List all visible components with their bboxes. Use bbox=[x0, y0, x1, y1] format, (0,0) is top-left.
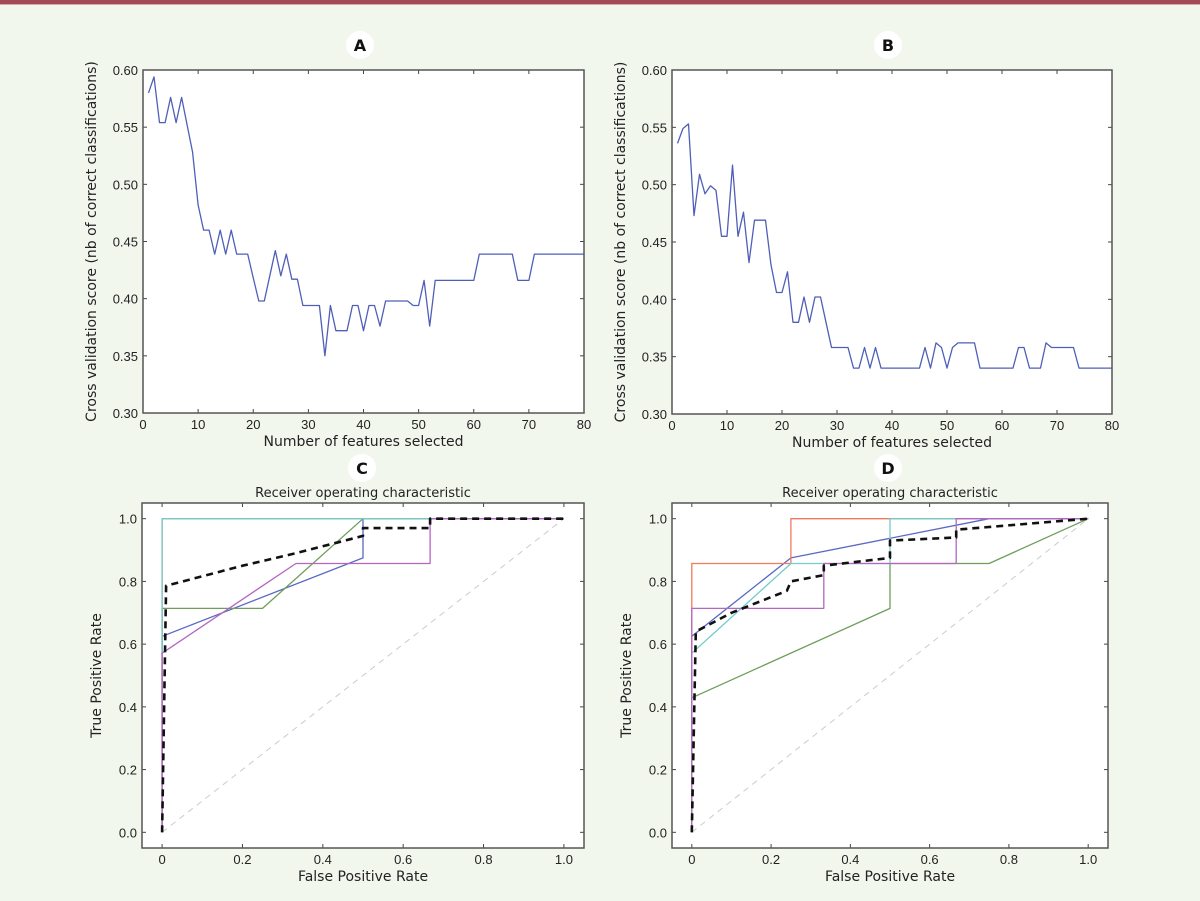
y-tick-label: 0.8 bbox=[649, 574, 667, 589]
x-tick-label: 0.2 bbox=[762, 852, 780, 867]
plot-area bbox=[143, 70, 584, 413]
y-tick-label: 0.6 bbox=[649, 637, 667, 652]
roc-fold-line-5 bbox=[691, 518, 1089, 833]
panel-d: D Receiver operating characteristic 0 0.2 0.… bbox=[619, 454, 1109, 885]
x-tick-label: 50 bbox=[411, 417, 425, 432]
x-axis-label: Number of features selected bbox=[263, 434, 463, 450]
roc-fold-line-1 bbox=[147, 76, 584, 357]
x-tick-label: 40 bbox=[885, 418, 899, 433]
y-tick-label: 0.45 bbox=[113, 235, 138, 250]
plot-area bbox=[672, 70, 1112, 414]
x-tick-label: 0.2 bbox=[233, 852, 251, 867]
x-tick-label: 0.6 bbox=[921, 852, 939, 867]
x-tick-label: 0 bbox=[688, 852, 695, 867]
x-axis-label: Number of features selected bbox=[792, 435, 992, 451]
x-tick-label: 1.0 bbox=[1079, 852, 1097, 867]
y-axis-label: True Positive Rate bbox=[619, 613, 635, 739]
panel-badge bbox=[346, 31, 374, 59]
panel-letter: A bbox=[354, 36, 367, 55]
x-tick-label: 20 bbox=[775, 418, 789, 433]
y-tick-label: 0.60 bbox=[642, 63, 667, 78]
series-group bbox=[690, 517, 1089, 833]
x-tick-label: 0 bbox=[158, 852, 165, 867]
y-tick-label: 0.35 bbox=[642, 350, 667, 365]
panel-b: B 0 10 20 30 40 50 60 70 80 0.30 0.35 0.40 0.45 0.50 0.… bbox=[613, 31, 1119, 451]
chart-title: Receiver operating characteristic bbox=[255, 486, 471, 501]
series-group bbox=[160, 517, 565, 833]
roc-fold-line-1 bbox=[676, 123, 1112, 369]
x-tick-label: 0.8 bbox=[1000, 852, 1018, 867]
x-tick-label: 0 bbox=[139, 417, 146, 432]
plot-frame bbox=[671, 69, 1113, 415]
x-tick-label: 0 bbox=[668, 418, 675, 433]
panel-letter: D bbox=[881, 459, 894, 478]
y-tick-label: 0.50 bbox=[113, 177, 138, 192]
plot-frame bbox=[141, 502, 585, 849]
x-tick-label: 0.4 bbox=[314, 852, 332, 867]
y-tick-label: 0.50 bbox=[642, 178, 667, 193]
y-axis-label: True Positive Rate bbox=[89, 613, 105, 739]
random-line bbox=[161, 518, 565, 833]
mean-roc-line bbox=[690, 517, 1089, 833]
y-tick-label: 0.2 bbox=[119, 763, 137, 778]
y-tick-label: 0.0 bbox=[649, 825, 667, 840]
x-tick-label: 40 bbox=[356, 417, 370, 432]
y-tick-label: 0.30 bbox=[113, 406, 138, 421]
x-tick-label: 70 bbox=[522, 417, 536, 432]
panel-badge bbox=[348, 454, 376, 482]
x-tick-label: 30 bbox=[830, 418, 844, 433]
accent-bar bbox=[0, 0, 1200, 4]
panel-letter: C bbox=[356, 459, 368, 478]
x-tick-label: 50 bbox=[940, 418, 954, 433]
panel-c: C Receiver operating characteristic 0 0.2 0.… bbox=[89, 454, 585, 885]
x-tick-label: 0.4 bbox=[841, 852, 859, 867]
panel-badge bbox=[874, 454, 902, 482]
accent-bar-highlight bbox=[0, 4, 1200, 5]
x-tick-label: 80 bbox=[577, 417, 591, 432]
y-tick-label: 0.55 bbox=[642, 120, 667, 135]
y-tick-label: 0.2 bbox=[649, 763, 667, 778]
series-group bbox=[147, 76, 584, 357]
y-tick-label: 1.0 bbox=[119, 512, 137, 527]
y-tick-label: 0.45 bbox=[642, 235, 667, 250]
y-axis-label: Cross validation score (nb of correct cl… bbox=[84, 61, 100, 422]
x-tick-label: 0.8 bbox=[475, 852, 493, 867]
x-tick-label: 30 bbox=[301, 417, 315, 432]
panel-a: A 0 10 20 30 40 50 60 70 80 0.30 0.35 0.40 0.45 0.50 0.… bbox=[84, 31, 591, 450]
y-tick-label: 0.55 bbox=[113, 120, 138, 135]
series-group bbox=[676, 123, 1112, 369]
x-tick-label: 60 bbox=[467, 417, 481, 432]
y-tick-label: 0.4 bbox=[119, 700, 137, 715]
y-tick-label: 0.30 bbox=[642, 407, 667, 422]
plot-frame bbox=[671, 502, 1109, 849]
y-tick-label: 0.8 bbox=[119, 574, 137, 589]
x-tick-label: 10 bbox=[191, 417, 205, 432]
y-tick-label: 0.40 bbox=[642, 292, 667, 307]
y-tick-label: 0.40 bbox=[113, 292, 138, 307]
mean-roc-line bbox=[160, 517, 564, 833]
panel-badge bbox=[874, 31, 902, 59]
y-tick-label: 0.4 bbox=[649, 700, 667, 715]
x-tick-label: 80 bbox=[1105, 418, 1119, 433]
x-tick-label: 0.6 bbox=[394, 852, 412, 867]
plot-frame bbox=[142, 69, 585, 414]
y-tick-label: 0.0 bbox=[119, 825, 137, 840]
x-tick-label: 20 bbox=[246, 417, 260, 432]
y-tick-label: 0.6 bbox=[119, 637, 137, 652]
chart-title: Receiver operating characteristic bbox=[782, 486, 998, 501]
panel-letter: B bbox=[882, 36, 894, 55]
x-tick-label: 1.0 bbox=[555, 852, 573, 867]
y-tick-label: 0.35 bbox=[113, 349, 138, 364]
x-tick-label: 70 bbox=[1050, 418, 1064, 433]
x-tick-label: 10 bbox=[720, 418, 734, 433]
random-line bbox=[691, 518, 1089, 833]
y-tick-label: 0.60 bbox=[113, 63, 138, 78]
x-tick-label: 60 bbox=[995, 418, 1009, 433]
x-axis-label: False Positive Rate bbox=[298, 869, 428, 885]
x-axis-label: False Positive Rate bbox=[825, 869, 955, 885]
y-tick-label: 1.0 bbox=[649, 512, 667, 527]
y-axis-label: Cross validation score (nb of correct cl… bbox=[613, 62, 629, 423]
